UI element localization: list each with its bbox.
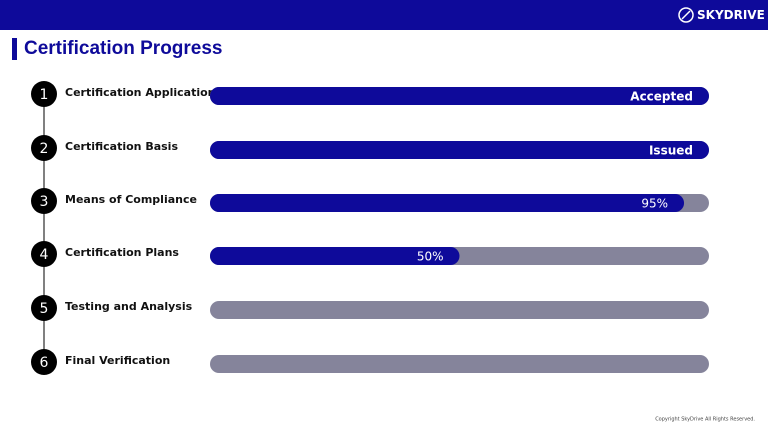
logo-text: SKYDRIVE xyxy=(697,8,765,22)
title-accent xyxy=(12,38,17,60)
step-label: Certification Plans xyxy=(65,246,179,259)
progress-label: 50% xyxy=(417,250,444,264)
progress-track xyxy=(210,355,709,373)
step-number: 4 xyxy=(40,247,49,263)
progress-track xyxy=(210,301,709,319)
step-label: Certification Application xyxy=(65,86,216,99)
step-label: Certification Basis xyxy=(65,140,178,153)
step-circle xyxy=(31,349,57,375)
step-label: Testing and Analysis xyxy=(65,300,193,313)
step-circle xyxy=(31,241,57,267)
step-circle xyxy=(31,81,57,107)
step-label: Means of Compliance xyxy=(65,193,197,206)
step-label: Final Verification xyxy=(65,354,170,367)
step-number: 6 xyxy=(40,355,49,371)
progress-label: 95% xyxy=(641,197,668,211)
progress-fill xyxy=(210,141,709,159)
progress-fill xyxy=(210,194,685,212)
step-circle xyxy=(31,295,57,321)
header-bar xyxy=(0,0,768,30)
step-number: 3 xyxy=(40,194,49,210)
footer: Copyright SkyDrive All Rights Reserved. xyxy=(655,417,755,423)
status-label: Accepted xyxy=(630,90,693,104)
step-circle xyxy=(31,188,57,214)
progress-fill xyxy=(210,247,460,265)
logo-icon xyxy=(678,7,694,23)
step-number: 5 xyxy=(40,301,49,317)
step-number: 2 xyxy=(40,141,49,157)
title: Certification Progress xyxy=(24,38,223,59)
logo-icon-stroke xyxy=(681,10,691,20)
step-number: 1 xyxy=(40,87,49,103)
step-circle xyxy=(31,135,57,161)
status-label: Issued xyxy=(649,144,693,158)
progress-fill xyxy=(210,87,709,105)
